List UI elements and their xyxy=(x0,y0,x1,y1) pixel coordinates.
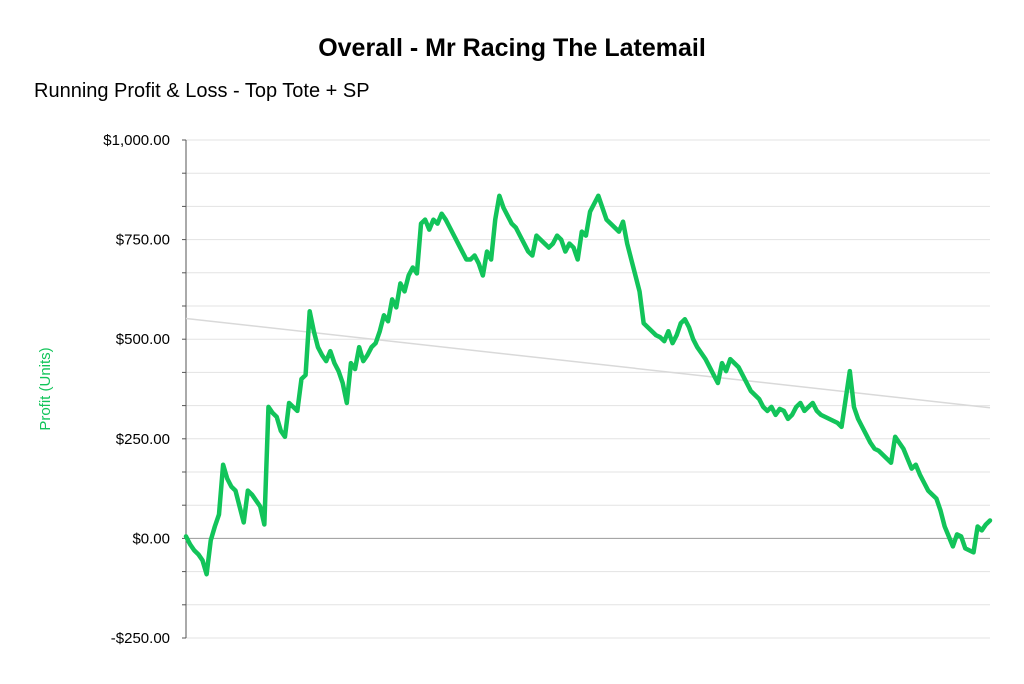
trend-line xyxy=(185,317,991,409)
series-layer xyxy=(183,193,993,577)
y-tick-label: -$250.00 xyxy=(111,630,170,647)
y-tick-label: $250.00 xyxy=(116,431,170,448)
y-tick-label: $500.00 xyxy=(116,331,170,348)
y-axis-label: Profit (Units) xyxy=(37,347,54,430)
chart-subtitle: Running Profit & Loss - Top Tote + SP xyxy=(34,80,370,102)
y-tick-label: $750.00 xyxy=(116,232,170,249)
y-tick-label: $1,000.00 xyxy=(103,132,170,149)
y-tick-labels: -$250.00 $0.00 $250.00 $500.00 $750.00 $1,000… xyxy=(103,132,170,647)
chart-title: Overall - Mr Racing The Latemail xyxy=(318,34,706,62)
y-axis xyxy=(182,139,187,639)
y-tick-label: $0.00 xyxy=(132,530,170,547)
profit-series-line xyxy=(183,193,993,577)
